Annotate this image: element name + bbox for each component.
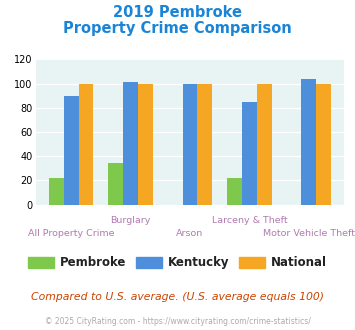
Bar <box>242 102 257 205</box>
Bar <box>138 83 153 205</box>
Bar <box>227 178 242 205</box>
Bar <box>197 83 212 205</box>
Text: Arson: Arson <box>176 229 203 238</box>
Bar <box>123 82 138 205</box>
Text: Compared to U.S. average. (U.S. average equals 100): Compared to U.S. average. (U.S. average … <box>31 292 324 302</box>
Bar <box>316 83 331 205</box>
Text: All Property Crime: All Property Crime <box>28 229 114 238</box>
Bar <box>108 163 123 205</box>
Bar <box>257 83 272 205</box>
Text: Motor Vehicle Theft: Motor Vehicle Theft <box>263 229 355 238</box>
Bar <box>64 96 78 205</box>
Legend: Pembroke, Kentucky, National: Pembroke, Kentucky, National <box>23 252 332 274</box>
Text: Larceny & Theft: Larceny & Theft <box>212 216 287 225</box>
Text: 2019 Pembroke: 2019 Pembroke <box>113 5 242 20</box>
Text: Burglary: Burglary <box>110 216 151 225</box>
Text: © 2025 CityRating.com - https://www.cityrating.com/crime-statistics/: © 2025 CityRating.com - https://www.city… <box>45 317 310 326</box>
Bar <box>301 79 316 205</box>
Bar <box>78 83 93 205</box>
Text: Property Crime Comparison: Property Crime Comparison <box>63 21 292 36</box>
Bar <box>182 83 197 205</box>
Bar <box>49 178 64 205</box>
